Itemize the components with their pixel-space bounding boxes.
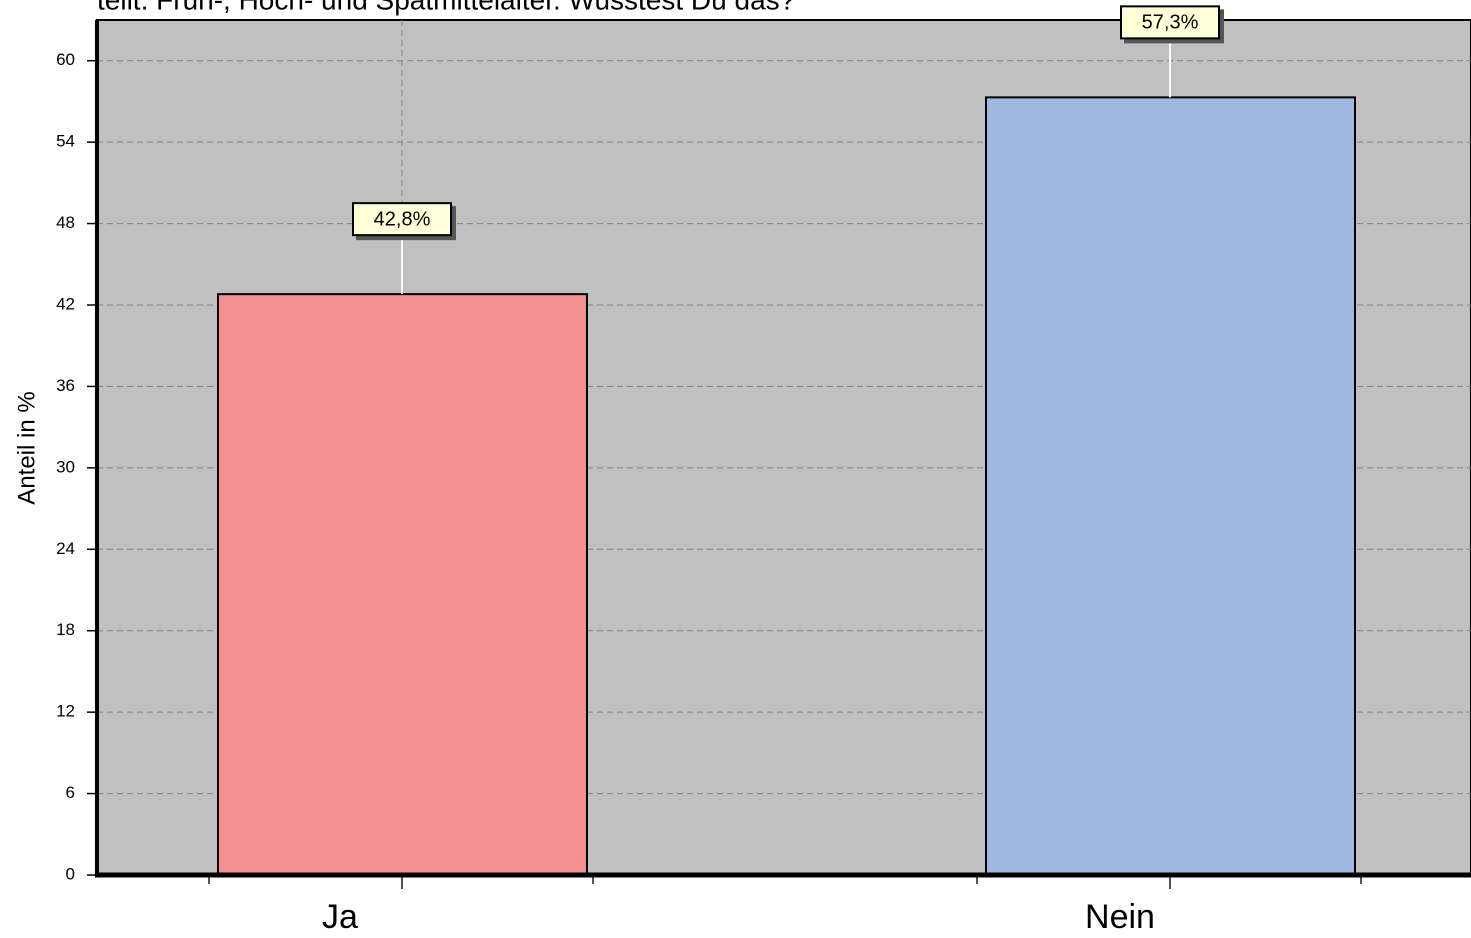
y-tick-label: 48 [56, 213, 75, 232]
y-tick-label: 54 [56, 132, 75, 151]
x-tick-label: Ja [322, 898, 358, 936]
label-box [1120, 5, 1220, 40]
y-axis-label: Anteil in % [13, 391, 40, 504]
value-label: 57,3% [1142, 12, 1199, 34]
label-box [352, 202, 452, 237]
y-tick-label: 30 [56, 457, 75, 476]
y-tick-label: 42 [56, 294, 75, 313]
y-tick-label: 12 [56, 702, 75, 721]
y-tick-label: 0 [66, 864, 75, 883]
y-tick-label: 60 [56, 50, 75, 69]
y-tick-label: 18 [56, 620, 75, 639]
chart-title: teilt: Früh-, Hoch- und Spätmittelalter.… [97, 0, 795, 15]
y-tick-label: 6 [66, 783, 75, 802]
value-label: 42,8% [374, 208, 431, 230]
bar [985, 96, 1356, 877]
y-tick-label: 24 [56, 539, 75, 558]
y-tick-label: 36 [56, 376, 75, 395]
bar [217, 293, 588, 876]
x-tick-label: Nein [1085, 898, 1155, 936]
